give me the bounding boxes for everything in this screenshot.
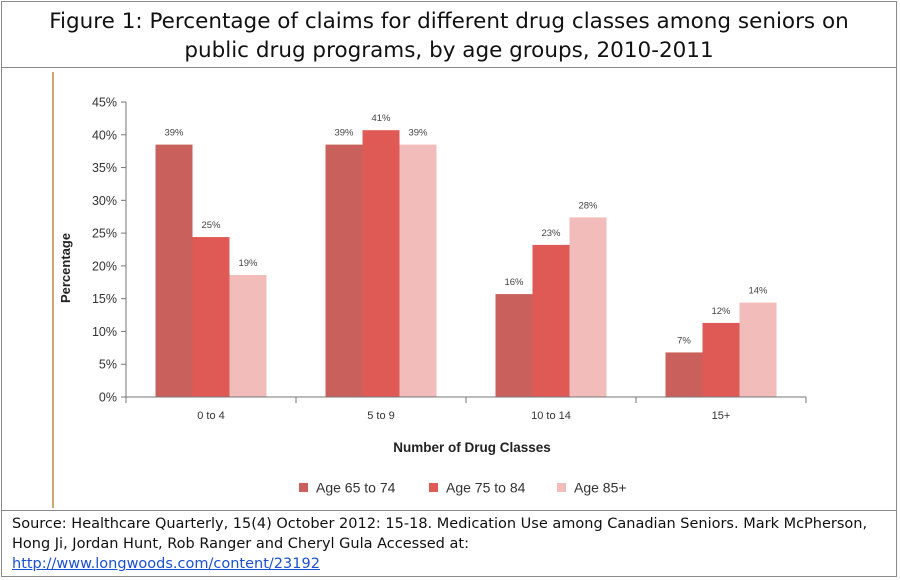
y-tick-label: 5%	[99, 358, 117, 372]
y-tick-label: 40%	[92, 128, 117, 142]
bar	[399, 144, 437, 397]
x-tick-label: 5 to 9	[367, 410, 395, 422]
source-text: Source: Healthcare Quarterly, 15(4) Octo…	[12, 516, 868, 552]
legend-swatch	[299, 483, 308, 492]
y-tick-label: 15%	[92, 292, 117, 306]
bar	[155, 144, 193, 397]
y-tick-label: 20%	[92, 259, 117, 273]
data-label: 16%	[504, 277, 524, 288]
x-tick-label: 15+	[712, 410, 731, 422]
x-axis-label: Number of Drug Classes	[393, 440, 551, 455]
bar	[569, 217, 607, 397]
accent-divider	[52, 72, 54, 508]
bar	[229, 275, 267, 397]
y-tick-label: 0%	[99, 391, 117, 405]
data-label: 7%	[677, 335, 691, 346]
x-axis: 0 to 4 5 to 9 10 to 14 15+	[125, 396, 807, 422]
source-link[interactable]: http://www.longwoods.com/content/23192	[12, 556, 320, 572]
source-note: Source: Healthcare Quarterly, 15(4) Octo…	[2, 510, 896, 576]
legend-label: Age 85+	[574, 480, 627, 496]
bar	[665, 352, 703, 397]
data-label: 28%	[578, 200, 598, 211]
y-tick-label: 25%	[92, 227, 117, 241]
x-tick-label: 0 to 4	[197, 410, 225, 422]
bar	[325, 144, 363, 397]
legend-swatch	[557, 483, 566, 492]
bars-group: 39% 25% 19% 39% 41% 39% 16% 23% 28% 7% 12% 14%	[155, 113, 777, 397]
y-tick-label: 30%	[92, 194, 117, 208]
legend: Age 65 to 74 Age 75 to 84 Age 85+	[299, 480, 627, 496]
figure-title-box: Figure 1: Percentage of claims for diffe…	[2, 2, 896, 68]
bar	[362, 130, 400, 397]
data-label: 25%	[201, 220, 221, 231]
legend-swatch	[429, 483, 438, 492]
y-axis-label: Percentage	[58, 233, 73, 303]
bar	[192, 237, 230, 397]
data-label: 19%	[238, 258, 258, 269]
bar	[739, 302, 777, 397]
bar	[702, 322, 740, 397]
data-label: 39%	[164, 128, 184, 139]
data-label: 41%	[371, 113, 391, 124]
legend-label: Age 75 to 84	[446, 480, 526, 496]
data-label: 39%	[334, 128, 354, 139]
figure-title: Figure 1: Percentage of claims for diffe…	[49, 9, 849, 63]
data-label: 39%	[408, 128, 428, 139]
chart-area: 0% 5% 10% 15% 20% 25% 30% 35% 40% 45% 39% 25% 19% 39…	[2, 68, 896, 510]
bar	[495, 294, 533, 397]
bar	[532, 244, 570, 397]
y-tick-label: 45%	[92, 96, 117, 110]
y-tick-label: 10%	[92, 325, 117, 339]
x-tick-label: 10 to 14	[531, 410, 571, 422]
y-tick-label: 35%	[92, 161, 117, 175]
bar-chart: 0%5%10%15%20%25%30%35%40%45% 39%25%19%39…	[58, 96, 807, 496]
data-label: 14%	[748, 286, 768, 297]
legend-label: Age 65 to 74	[316, 480, 396, 496]
y-axis: 0% 5% 10% 15% 20% 25% 30% 35% 40% 45%	[92, 96, 127, 405]
data-label: 12%	[711, 306, 731, 317]
data-label: 23%	[541, 228, 561, 239]
